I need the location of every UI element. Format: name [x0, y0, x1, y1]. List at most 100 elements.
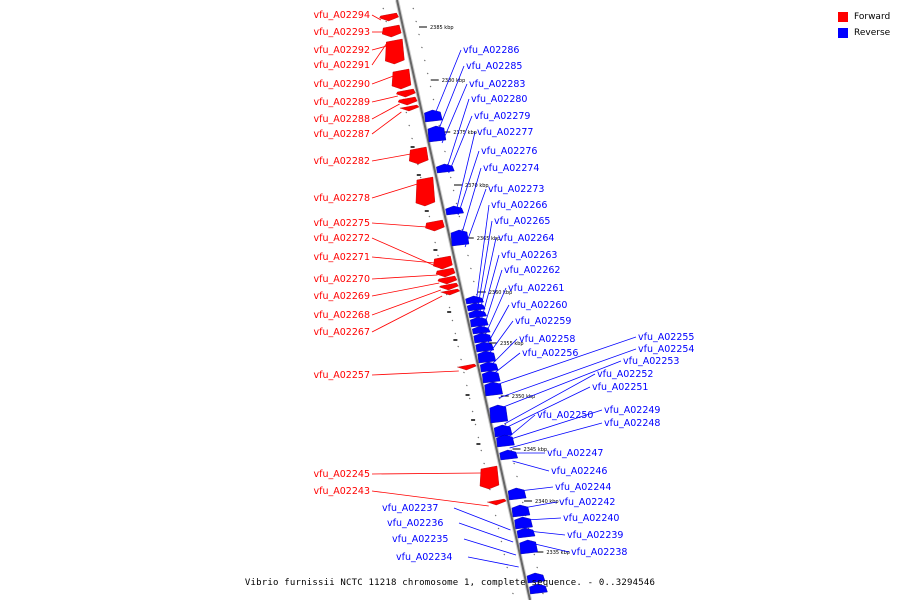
reverse-gene-label: vfu_A02279: [474, 111, 530, 122]
forward-gene-arrow: [479, 465, 500, 490]
forward-connector: [371, 295, 443, 333]
reverse-connector: [504, 373, 596, 425]
reverse-gene-label: vfu_A02244: [555, 482, 611, 493]
reverse-gene: vfu_A02279: [448, 111, 530, 174]
forward-gene-label: vfu_A02292: [314, 45, 370, 56]
forward-gene: vfu_A02268: [314, 282, 459, 321]
reverse-connector: [441, 83, 468, 144]
forward-gene: vfu_A02269: [314, 275, 458, 302]
strand-dot: [421, 46, 423, 49]
forward-connector: [371, 222, 427, 228]
strand-dot: [458, 215, 461, 218]
forward-gene: vfu_A02282: [314, 146, 429, 167]
strand-dot: [536, 566, 539, 569]
strand-dot: [444, 150, 446, 153]
reverse-gene-label: vfu_A02242: [559, 497, 615, 508]
forward-gene-arrow: [399, 104, 420, 112]
reverse-gene-arrow: [511, 504, 531, 518]
reverse-connector: [492, 352, 521, 375]
tick-label: 2350 kbp: [512, 394, 536, 400]
reverse-connector: [456, 131, 476, 210]
strand-dot: [457, 345, 460, 348]
strand-dot: [452, 189, 455, 192]
reverse-gene: vfu_A02246: [512, 460, 607, 477]
reverse-gene-label: vfu_A02253: [623, 356, 679, 367]
forward-gene-arrow: [435, 267, 456, 278]
reverse-gene: vfu_A02236: [387, 518, 514, 543]
forward-gene-label: vfu_A02290: [314, 79, 370, 90]
reverse-gene-label: vfu_A02265: [494, 216, 550, 227]
reverse-gene-arrow: [507, 487, 527, 501]
reverse-connector: [448, 115, 473, 174]
reverse-gene-arrow: [489, 404, 509, 424]
sequence-caption: Vibrio furnissii NCTC 11218 chromosome 1…: [244, 578, 656, 588]
reverse-gene: vfu_A02286: [424, 45, 519, 123]
forward-gene-arrow: [391, 68, 412, 90]
strand-dot: [412, 7, 415, 10]
reverse-gene-arrow: [480, 361, 499, 373]
strand-dot: [470, 267, 472, 270]
forward-gene: vfu_A02290: [314, 68, 412, 90]
forward-gene-arrow: [440, 288, 461, 296]
reverse-gene-label: vfu_A02260: [511, 300, 567, 311]
forward-connector: [371, 111, 402, 135]
reverse-gene-arrow: [470, 316, 489, 328]
forward-gene-arrow: [396, 88, 416, 98]
reverse-gene-label: vfu_A02251: [592, 382, 648, 393]
reverse-gene-label: vfu_A02238: [571, 547, 627, 558]
strand-dot: [434, 241, 436, 244]
reverse-gene-label: vfu_A02264: [498, 233, 554, 244]
forward-gene-label: vfu_A02278: [314, 193, 370, 204]
reverse-gene-label: vfu_A02280: [471, 94, 527, 105]
reverse-gene-arrow: [496, 434, 515, 448]
forward-gene: vfu_A02271: [314, 252, 453, 270]
reverse-genes: vfu_A02286 vfu_A02285 vfu_A02283 vfu_A02280…: [382, 45, 694, 595]
strand-dot: [542, 592, 544, 595]
reverse-gene-label: vfu_A02239: [567, 530, 623, 541]
forward-gene-arrow: [425, 219, 445, 232]
reverse-gene: vfu_A02235: [392, 534, 517, 556]
strand-dot: [474, 423, 477, 426]
reverse-gene: vfu_A02242: [511, 497, 615, 518]
reverse-connector: [498, 348, 637, 399]
strand-dot: [513, 462, 515, 465]
strand-dot: [521, 501, 524, 504]
strand-dot: [468, 397, 471, 400]
reverse-gene: vfu_A02259: [477, 316, 571, 364]
forward-connector: [371, 237, 436, 267]
reverse-gene-arrow: [424, 109, 443, 123]
reverse-connector: [467, 556, 519, 568]
forward-gene-label: vfu_A02245: [314, 469, 370, 480]
reverse-gene-arrow: [529, 583, 548, 595]
reverse-gene: vfu_A02239: [516, 527, 623, 541]
reverse-gene: vfu_A02255: [484, 332, 694, 397]
tick-label: 2340 kbp: [535, 499, 559, 505]
strand-dot: [416, 163, 419, 166]
scale-tick: 2345 kbp: [512, 447, 547, 453]
reverse-gene-label: vfu_A02236: [387, 518, 443, 529]
reverse-connector: [522, 501, 558, 509]
forward-connector: [371, 103, 400, 120]
strand-dot: [408, 124, 411, 127]
reverse-gene-arrow: [465, 295, 484, 305]
forward-gene-label: vfu_A02291: [314, 60, 370, 71]
reverse-connector: [519, 486, 554, 492]
strand-dot: [454, 332, 457, 335]
strand-dot: [509, 579, 511, 582]
reverse-gene: vfu_A02274: [450, 163, 539, 247]
legend-reverse: Reverse: [838, 25, 890, 41]
reverse-connector: [486, 304, 510, 346]
forward-gene-arrow: [397, 96, 418, 106]
strand-dot: [449, 176, 452, 179]
scale-tick: 2380 kbp: [430, 78, 465, 84]
reverse-gene: vfu_A02247: [499, 448, 603, 461]
strand-dot: [500, 540, 503, 543]
reverse-gene: vfu_A02251: [493, 382, 648, 438]
reverse-gene-label: vfu_A02252: [597, 369, 653, 380]
tick-label: 2335 kbp: [546, 550, 570, 556]
reverse-gene-arrow: [493, 424, 513, 438]
reverse-gene-label: vfu_A02266: [491, 200, 547, 211]
strand-dot: [503, 553, 506, 556]
reverse-gene-label: vfu_A02259: [515, 316, 571, 327]
forward-connector: [371, 75, 394, 85]
